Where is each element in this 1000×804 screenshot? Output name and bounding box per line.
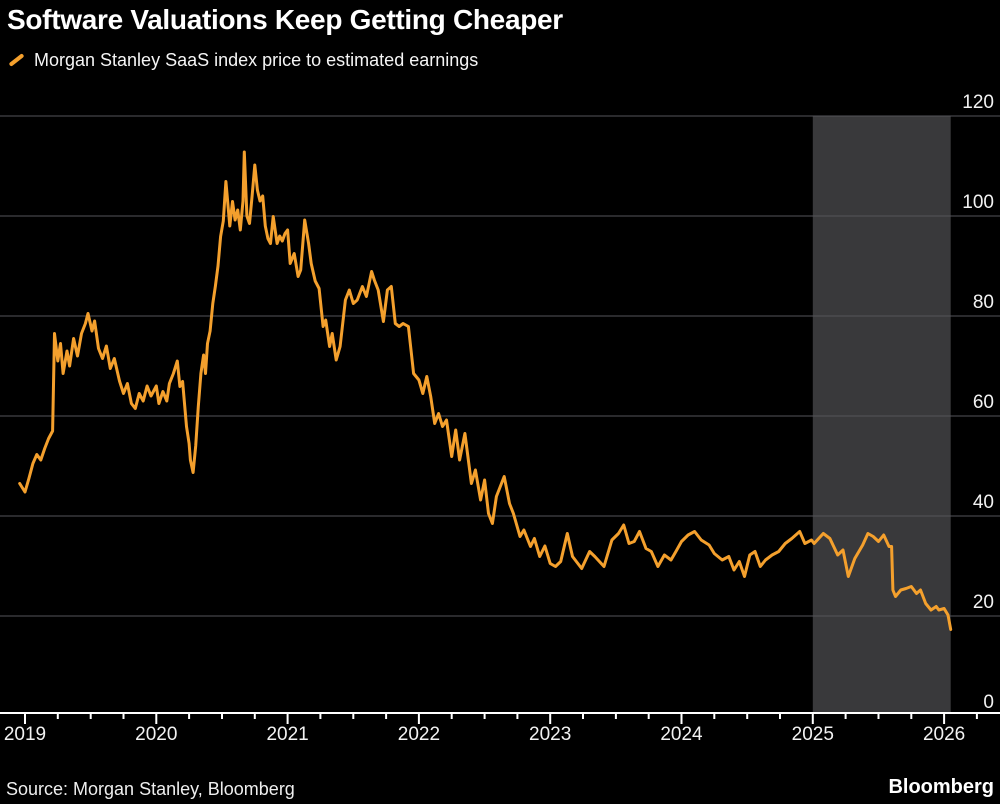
page-title: Software Valuations Keep Getting Cheaper [7, 4, 563, 35]
x-axis-label: 2019 [3, 724, 47, 745]
x-axis-label: 2024 [660, 724, 703, 745]
x-axis-label: 2023 [529, 724, 572, 745]
legend: Morgan Stanley SaaS index price to estim… [7, 48, 478, 72]
y-axis-label: 100 [962, 192, 994, 213]
highlight-band [812, 116, 951, 713]
x-axis-label: 2020 [135, 724, 178, 745]
y-axis-label: 0 [983, 692, 994, 713]
y-axis-label: 60 [972, 392, 994, 413]
x-axis-label: 2022 [397, 724, 441, 745]
legend-label: Morgan Stanley SaaS index price to estim… [34, 49, 479, 70]
x-axis-label: 2026 [922, 724, 966, 745]
y-axis-label: 20 [972, 592, 994, 613]
y-axis-label: 120 [962, 92, 994, 113]
bloomberg-logo: Bloomberg [888, 776, 994, 798]
source-text: Source: Morgan Stanley, Bloomberg [6, 779, 295, 799]
saas-index-line [18, 150, 953, 631]
x-axis-label: 2025 [791, 724, 834, 745]
y-axis-label: 40 [972, 492, 994, 513]
y-axis-label: 80 [972, 292, 994, 313]
x-axis-label: 2021 [266, 724, 309, 745]
